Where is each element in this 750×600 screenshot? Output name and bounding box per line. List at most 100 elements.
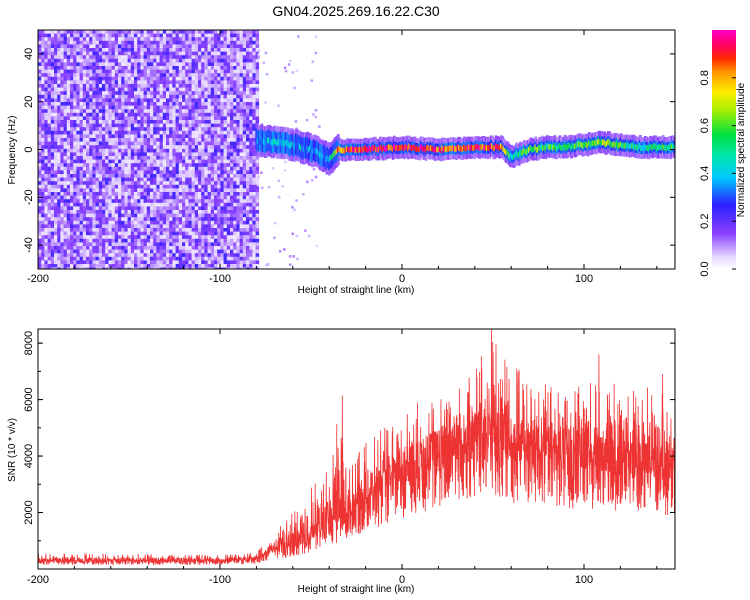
- spectrogram-cell: [92, 235, 96, 240]
- spectrogram-cell: [255, 199, 260, 204]
- spectrogram-cell: [188, 91, 192, 96]
- spectrogram-cell: [50, 177, 55, 182]
- spectrogram-cell: [242, 134, 247, 139]
- spectrogram-cell: [204, 105, 208, 110]
- spectrogram-cell: [82, 231, 87, 236]
- spectrogram-cell: [191, 69, 196, 74]
- spectrogram-cell: [54, 51, 58, 56]
- spectrogram-cell: [150, 181, 154, 186]
- spectrogram-cell: [105, 51, 109, 56]
- spectrogram-cell: [153, 217, 157, 222]
- spectrogram-cell: [185, 58, 189, 63]
- spectrogram-cell: [134, 152, 138, 157]
- spectrogram-cell: [111, 127, 116, 132]
- spectrogram-cell: [214, 73, 218, 78]
- spectrogram-cell: [143, 181, 148, 186]
- spectrogram-cell: [182, 206, 186, 211]
- spectrogram-cell: [217, 109, 221, 114]
- spectrogram-cell: [108, 220, 112, 225]
- spectrogram-cell: [242, 249, 247, 254]
- spectrogram-cell: [230, 206, 234, 211]
- spectrogram-cell: [153, 192, 157, 196]
- spectrogram-cell: [92, 98, 96, 103]
- spectrogram-cell: [169, 33, 173, 38]
- spectrogram-cell: [169, 109, 173, 114]
- spectrogram-cell: [172, 217, 176, 222]
- spectrogram-cell: [214, 206, 218, 211]
- spectrogram-cell: [226, 105, 231, 110]
- spectrogram-cell: [191, 256, 196, 261]
- spectrogram-cell: [134, 73, 138, 78]
- spectrogram-cell: [191, 206, 196, 211]
- spectrogram-cell: [210, 33, 215, 38]
- spectrogram-cell: [60, 199, 64, 204]
- spectrogram-cell: [146, 256, 151, 261]
- spectrogram-cell: [191, 156, 196, 160]
- spectrogram-cell: [102, 141, 106, 146]
- spectrogram-cell: [127, 69, 132, 74]
- spectrogram-cell: [185, 174, 189, 178]
- spectrogram-cell: [204, 98, 208, 103]
- spectrogram-cell: [226, 213, 231, 218]
- spectrogram-cell: [246, 213, 250, 218]
- spectrogram-cell: [57, 267, 61, 269]
- spectrogram-cell: [172, 195, 176, 200]
- spectrogram-cell: [236, 217, 240, 222]
- spectrogram-cell: [191, 235, 196, 240]
- spectrogram-cell: [54, 210, 58, 214]
- spectrogram-cell: [246, 94, 250, 99]
- spectrogram-cell: [207, 246, 212, 250]
- spectrogram-cell: [220, 260, 224, 265]
- spectrogram-cell: [220, 246, 224, 250]
- spectrogram-cell: [114, 30, 119, 34]
- spectrogram-cell: [188, 256, 192, 261]
- spectrogram-cell: [137, 141, 141, 146]
- spectrogram-cell: [252, 217, 256, 222]
- spectrogram-cell: [50, 62, 55, 67]
- spectrogram-cell: [255, 238, 260, 243]
- spectrogram-cell: [76, 40, 80, 45]
- spectrogram-cell: [191, 40, 196, 45]
- spectrogram-cell: [44, 246, 48, 250]
- spectrogram-cell: [230, 246, 234, 250]
- spectrogram-cell: [50, 73, 55, 78]
- spectrogram-cell: [255, 112, 260, 117]
- spectrogram-cell: [70, 152, 74, 157]
- spectrogram-cell: [298, 143, 302, 149]
- spectrogram-cell: [172, 184, 176, 189]
- spectrogram-cell: [188, 55, 192, 60]
- spectrogram-cell: [353, 146, 356, 152]
- spectrogram-cell: [188, 184, 192, 189]
- spectrogram-cell: [217, 76, 221, 81]
- spectrogram-cell: [185, 51, 189, 56]
- spectrogram-cell: [60, 94, 64, 99]
- spectrogram-cell: [102, 51, 106, 56]
- spectrogram-cell: [92, 123, 96, 128]
- spectrogram-cell: [239, 102, 244, 106]
- spectrogram-cell: [82, 33, 87, 38]
- spectrogram-cell: [143, 170, 148, 175]
- spectrogram-cell: [201, 249, 205, 254]
- spectrogram-cell: [105, 267, 109, 269]
- spectrogram-cell: [54, 264, 58, 268]
- spectrogram-cell: [194, 116, 199, 121]
- spectrogram-cell: [79, 91, 84, 96]
- spectrogram-cell: [239, 253, 244, 258]
- spectrogram-cell: [47, 87, 52, 92]
- spectrogram-cell: [66, 48, 71, 52]
- spectrogram-cell: [191, 94, 196, 99]
- spectrogram-cell: [57, 256, 61, 261]
- spectrogram-cell: [191, 130, 196, 135]
- spectrogram-cell: [191, 267, 196, 269]
- spectrogram-cell: [114, 220, 119, 225]
- spectrogram-cell: [114, 181, 119, 186]
- spectrogram-cell: [105, 199, 109, 204]
- spectrogram-cell: [98, 138, 103, 142]
- spectrogram-cell: [249, 242, 253, 247]
- spectrogram-cell: [118, 213, 122, 218]
- spectrogram-cell: [239, 73, 244, 78]
- spectrogram-cell: [249, 213, 253, 218]
- spectrogram-cell: [121, 246, 125, 250]
- spectrogram-cell: [214, 152, 218, 157]
- spectrogram-cell: [73, 148, 77, 153]
